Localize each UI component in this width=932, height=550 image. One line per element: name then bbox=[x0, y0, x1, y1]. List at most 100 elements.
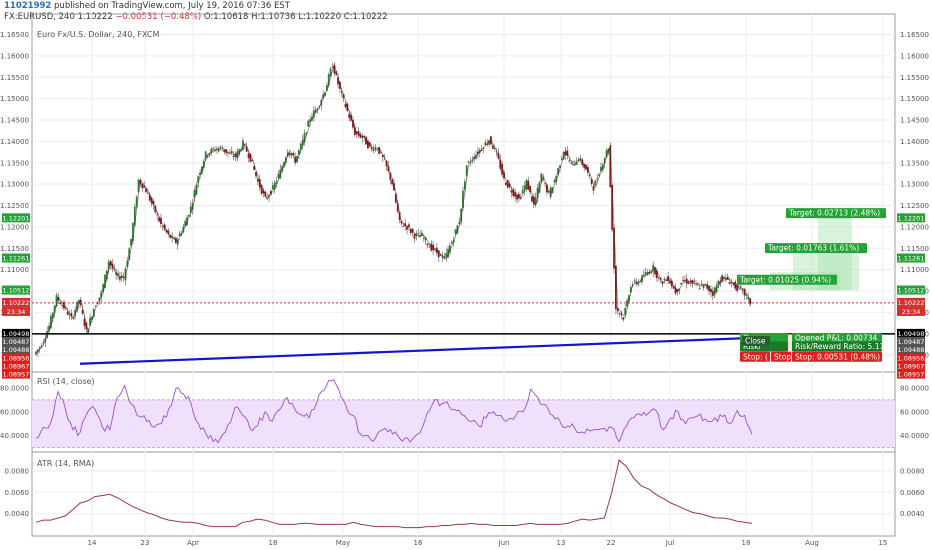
candle-body bbox=[417, 232, 420, 234]
axis-tag-time-bg bbox=[897, 306, 925, 316]
y-tick-label: 1.11000 bbox=[0, 266, 29, 274]
candle-body bbox=[447, 248, 449, 258]
candle-body bbox=[590, 178, 593, 184]
candle-body bbox=[111, 263, 114, 269]
candle-body bbox=[61, 305, 64, 307]
atr-title: ATR (14, RMA) bbox=[37, 459, 94, 468]
y-tick-label: 1.12500 bbox=[900, 202, 929, 210]
x-tick-label: Jun bbox=[498, 539, 510, 547]
candle-body bbox=[503, 172, 505, 179]
candle-body bbox=[689, 280, 692, 283]
stop-label-partial: Stop bbox=[774, 352, 791, 361]
candle-body bbox=[165, 229, 168, 233]
close-label: C:1.10222 bbox=[343, 12, 388, 22]
axis-tag-last-bg bbox=[897, 297, 925, 307]
rsi-band bbox=[32, 399, 895, 448]
candle-body bbox=[600, 167, 602, 172]
stop-label: Stop: 0.00531 (0.48%) bbox=[795, 352, 880, 361]
candle-body bbox=[402, 226, 405, 227]
candle-body bbox=[189, 206, 192, 213]
candle-body bbox=[393, 183, 395, 191]
candle-body bbox=[352, 119, 354, 128]
candle-body bbox=[430, 243, 433, 251]
candle-body bbox=[128, 248, 131, 261]
candle-body bbox=[346, 103, 349, 112]
candle-body bbox=[726, 276, 729, 280]
axis-tag-level: 1.09488 bbox=[898, 346, 925, 354]
axis-tag-stop: 1.08967 bbox=[898, 363, 925, 371]
candle-body bbox=[422, 237, 425, 239]
candle-body bbox=[637, 282, 640, 285]
candle-body bbox=[279, 169, 282, 179]
candle-body bbox=[519, 197, 522, 199]
axis-tag-level: 1.09488 bbox=[3, 346, 30, 354]
candle-body bbox=[730, 282, 733, 283]
candle-body bbox=[161, 226, 164, 228]
candle-body bbox=[98, 297, 101, 301]
candle-body bbox=[366, 140, 369, 149]
candle-body bbox=[495, 151, 498, 153]
candle-body bbox=[594, 180, 597, 186]
stop-label-bg bbox=[792, 351, 882, 362]
candle-body bbox=[221, 149, 224, 151]
y-tick-label: 1.14500 bbox=[900, 117, 929, 125]
candle-body bbox=[598, 174, 601, 176]
candle-body bbox=[292, 153, 295, 156]
stop-label-partial-bg bbox=[740, 351, 770, 362]
candle-body bbox=[437, 250, 440, 258]
candle-body bbox=[642, 274, 645, 277]
candle-body bbox=[126, 260, 129, 267]
symbol-label: FX:EURUSD, 240 bbox=[4, 12, 75, 22]
candle-body bbox=[633, 280, 636, 282]
pane-title: Euro Fx/U.S. Dollar, 240, FXCM bbox=[37, 30, 159, 39]
candle-body bbox=[348, 113, 351, 119]
candle-body bbox=[529, 186, 532, 193]
candle-body bbox=[424, 237, 427, 241]
candle-body bbox=[697, 283, 699, 285]
candle-body bbox=[206, 155, 209, 157]
candle-body bbox=[72, 317, 75, 319]
candle-body bbox=[385, 160, 388, 167]
candle-body bbox=[624, 308, 627, 315]
candle-body bbox=[516, 194, 518, 200]
axis-tag-level-bg bbox=[2, 328, 30, 338]
candle-body bbox=[711, 291, 714, 296]
candle-body bbox=[572, 161, 574, 162]
candle-body bbox=[450, 242, 453, 244]
candle-body bbox=[738, 286, 740, 287]
candle-body bbox=[217, 148, 220, 152]
candle-body bbox=[670, 280, 673, 287]
candle-body bbox=[613, 227, 615, 269]
candle-body bbox=[439, 254, 442, 256]
axis-tag-level-bg bbox=[897, 336, 925, 346]
candle-body bbox=[477, 151, 479, 155]
candle-body bbox=[243, 144, 246, 146]
axis-tag-green-bg bbox=[2, 213, 30, 223]
axis-tag-level-bg bbox=[2, 344, 30, 354]
candle-body bbox=[361, 136, 364, 138]
candle-body bbox=[549, 187, 552, 198]
candle-body bbox=[225, 149, 228, 154]
candle-body bbox=[55, 294, 58, 307]
candle-body bbox=[378, 147, 380, 154]
candle-body bbox=[654, 267, 656, 275]
candle-body bbox=[628, 295, 630, 302]
candle-body bbox=[283, 162, 285, 167]
axis-tag-stop: 1.08956 bbox=[3, 355, 30, 363]
candle-body bbox=[42, 342, 45, 344]
candle-body bbox=[704, 283, 707, 285]
publisher-user[interactable]: 11021992 bbox=[4, 1, 52, 11]
candle-body bbox=[506, 180, 509, 188]
rsi-title: RSI (14, close) bbox=[37, 377, 95, 386]
candle-body bbox=[281, 166, 284, 172]
rsi-line bbox=[35, 379, 753, 444]
y-tick-label: 1.13000 bbox=[900, 181, 929, 189]
candle-body bbox=[236, 151, 239, 159]
y-tick-label: 1.16000 bbox=[900, 52, 929, 60]
candle-body bbox=[555, 176, 558, 183]
candle-body bbox=[133, 206, 136, 226]
candle-body bbox=[743, 288, 746, 296]
candle-body bbox=[199, 172, 201, 176]
candle-body bbox=[564, 151, 567, 156]
